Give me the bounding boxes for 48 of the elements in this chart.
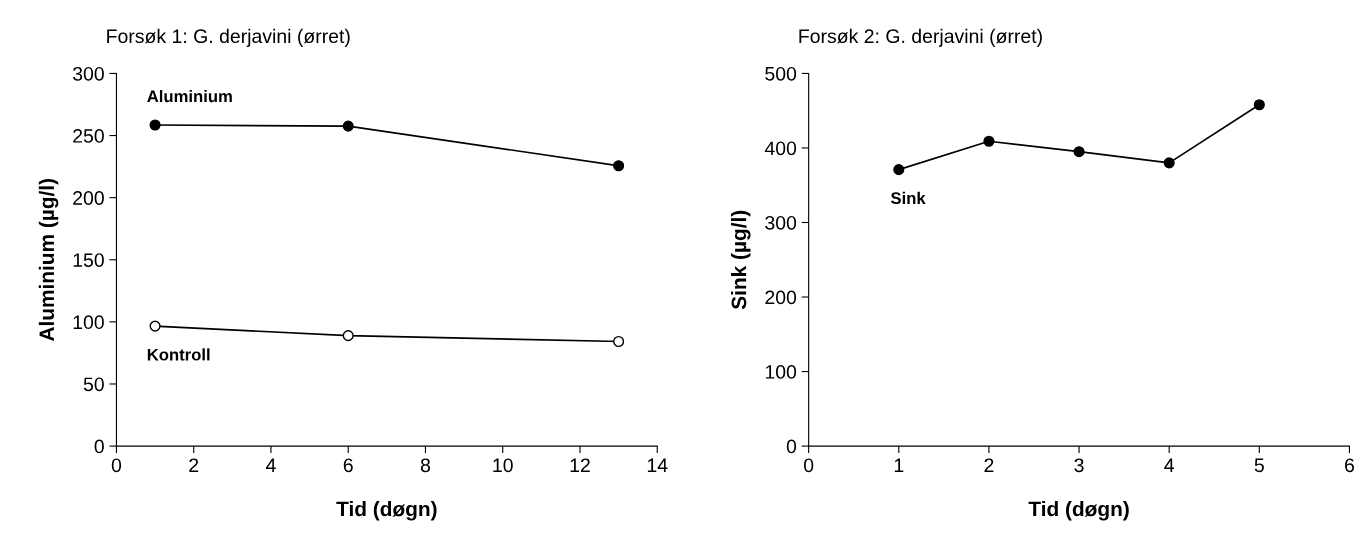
x-tick-label: 10: [493, 458, 513, 473]
series-label: Sink: [890, 191, 926, 205]
point: [1163, 157, 1175, 169]
point: [149, 119, 161, 131]
y-axis-title: Aluminium (µg/l): [38, 178, 59, 342]
point: [613, 160, 625, 172]
x-tick-label: 4: [266, 458, 276, 472]
y-tick-label: 0: [94, 439, 104, 454]
chart-title: Forsøk 2: G. derjavini (ørret): [799, 28, 1042, 47]
x-tick-label: 8: [420, 458, 431, 473]
x-tick-label: 1: [894, 458, 904, 472]
y-tick-label: 400: [764, 141, 797, 156]
y-axis-title: Sink (µg/l): [731, 210, 751, 310]
point: [1253, 99, 1265, 111]
y-tick-label: 300: [72, 66, 104, 81]
y-tick-label: 500: [765, 66, 797, 81]
x-tick-label: 3: [1074, 458, 1084, 473]
y-tick-label: 250: [73, 129, 104, 143]
x-tick-label: 0: [111, 458, 122, 473]
y-tick-label: 150: [73, 253, 104, 267]
y-tick-label: 200: [73, 191, 104, 205]
y-tick-label: 200: [765, 290, 797, 305]
point: [613, 335, 625, 348]
chart-title: Forsøk 1: G. derjavini (ørret): [107, 28, 350, 47]
x-tick-label: 12: [570, 458, 590, 472]
point: [893, 164, 905, 176]
x-tick-label: 6: [1345, 458, 1354, 473]
y-tick-label: 100: [73, 315, 104, 330]
series-label: Aluminium: [147, 90, 232, 103]
y-tick-label: 50: [83, 377, 104, 392]
x-tick-label: 14: [647, 458, 668, 472]
x-tick-label: 5: [1254, 458, 1264, 473]
point: [1073, 146, 1085, 158]
x-axis-title: Tid (døgn): [336, 501, 437, 521]
y-tick-label: 100: [765, 365, 797, 379]
x-tick-label: 6: [343, 458, 353, 473]
point: [342, 330, 354, 342]
x-tick-label: 4: [1164, 458, 1175, 472]
x-tick-label: 2: [984, 458, 994, 472]
point: [149, 320, 161, 332]
y-tick-label: 300: [765, 215, 797, 230]
x-tick-label: 2: [189, 458, 199, 472]
point: [983, 135, 995, 147]
x-tick-label: 0: [804, 458, 814, 473]
series-label: Kontroll: [147, 348, 210, 361]
point: [342, 120, 354, 132]
y-tick-label: 0: [786, 439, 797, 454]
x-axis-title: Tid (døgn): [1028, 501, 1129, 521]
